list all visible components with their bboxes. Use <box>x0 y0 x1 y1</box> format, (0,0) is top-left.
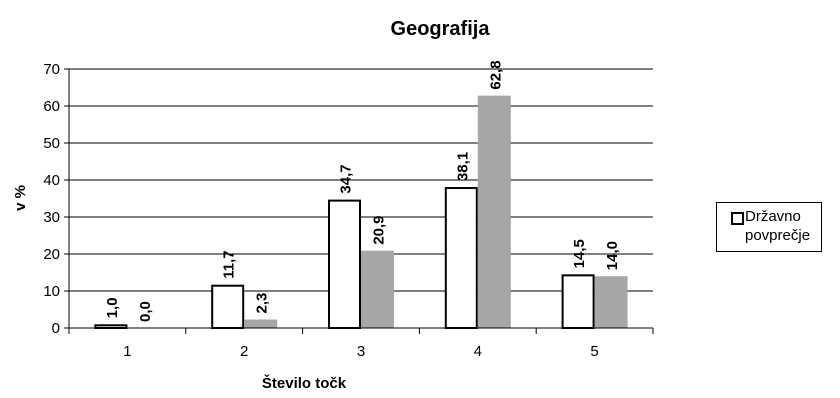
bars <box>94 95 628 330</box>
data-label: 1,0 <box>104 297 121 318</box>
data-label: 62,8 <box>487 60 504 89</box>
y-tick-label: 70 <box>43 61 60 78</box>
bar-series-1 <box>211 284 245 329</box>
x-tick-label: 4 <box>474 343 482 360</box>
y-tick-label: 10 <box>43 283 60 300</box>
y-axis-ticks: 0 10 20 30 40 50 60 70 <box>43 61 69 337</box>
y-tick-label: 30 <box>43 209 60 226</box>
chart-title: Geografija <box>391 18 491 40</box>
data-label: 20,9 <box>371 215 388 244</box>
x-axis-ticks: 1 2 3 4 5 <box>68 69 654 360</box>
y-tick-label: 50 <box>43 135 60 152</box>
bar-series-2 <box>477 95 511 328</box>
x-tick-label: 5 <box>590 343 598 360</box>
y-tick-label: 40 <box>43 172 60 189</box>
data-label: 14,5 <box>571 239 588 268</box>
legend-entry-series-1: Državno povprečje <box>745 208 811 244</box>
y-tick-label: 0 <box>52 320 60 337</box>
x-tick-label: 3 <box>357 343 365 360</box>
data-labels: 1,0 11,7 34,7 38,1 14,5 0,0 2,3 20,9 62,8 14,0 <box>104 60 621 322</box>
data-label: 14,0 <box>604 241 621 270</box>
bar-series-1 <box>444 187 478 329</box>
y-axis-label: v % <box>12 185 29 211</box>
x-axis-label: Število točk <box>262 374 347 392</box>
x-tick-label: 1 <box>123 343 131 360</box>
y-tick-label: 20 <box>43 246 60 263</box>
bar-series-2 <box>244 319 278 328</box>
data-label: 2,3 <box>254 293 271 314</box>
bar-series-1 <box>328 199 361 329</box>
data-label: 38,1 <box>454 152 471 181</box>
data-label: 0,0 <box>137 301 154 322</box>
x-tick-label: 2 <box>240 343 248 360</box>
data-label: 11,7 <box>221 250 238 278</box>
y-tick-label: 60 <box>43 98 60 115</box>
bar-series-1 <box>561 274 595 330</box>
legend: Državno povprečje <box>716 202 822 252</box>
bar-series-2 <box>361 250 394 328</box>
bar-series-2 <box>594 276 628 328</box>
data-label: 34,7 <box>338 164 355 193</box>
legend-swatch-series-1 <box>731 212 744 225</box>
